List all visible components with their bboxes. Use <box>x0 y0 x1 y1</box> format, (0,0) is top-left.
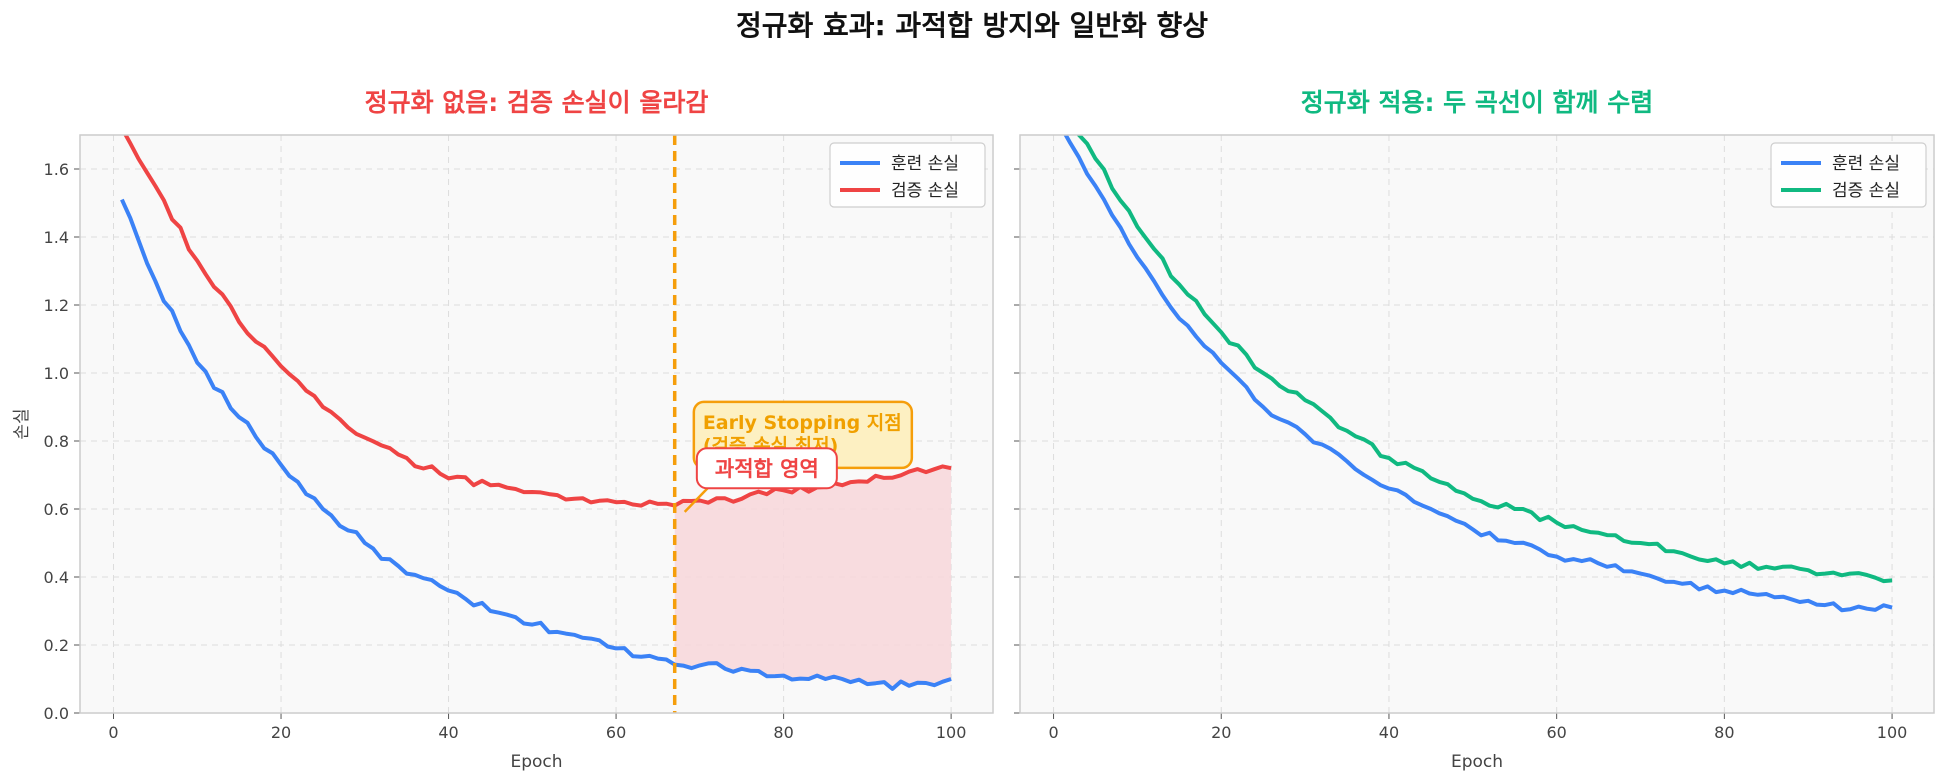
early-stopping-arrow <box>683 485 711 513</box>
x-tick-label: 60 <box>1546 723 1566 742</box>
series-line-1 <box>123 135 952 508</box>
x-tick-label: 40 <box>1379 723 1399 742</box>
x-tick-label: 0 <box>1048 723 1058 742</box>
panel-with-regularization: 0 20 40 60 80 100 정규화 적용: 두 곡선이 함께 수렴 Epoch 훈련 손… <box>1014 88 1935 772</box>
panel-no-regularization: 0 20 40 60 80 100 0.0 0.2 0.4 0.6 0.8 1.0 1.2 1.4 1.6 E… <box>12 88 994 772</box>
x-tick-label: 80 <box>1714 723 1734 742</box>
x-axis-label: Epoch <box>1451 752 1503 772</box>
overfit-label: 과적합 영역 <box>715 457 819 481</box>
panel-title: 정규화 적용: 두 곡선이 함께 수렴 <box>1301 88 1654 117</box>
x-tick-label: 0 <box>108 723 118 742</box>
x-tick-label: 60 <box>606 723 626 742</box>
legend-label-1: 검증 손실 <box>1832 181 1900 201</box>
y-tick-label: 1.0 <box>44 364 69 383</box>
x-tick-label: 80 <box>773 723 793 742</box>
x-tick-label: 20 <box>1211 723 1231 742</box>
y-tick-label: 1.6 <box>44 160 69 179</box>
y-tick-label: 1.4 <box>44 228 69 247</box>
y-tick-label: 1.2 <box>44 296 69 315</box>
x-tick-label: 100 <box>936 723 967 742</box>
y-tick-label: 0.2 <box>44 636 69 655</box>
x-tick-label: 100 <box>1877 723 1908 742</box>
series-line-1 <box>1076 135 1893 584</box>
plot-area <box>1020 135 1934 713</box>
legend-label-1: 검증 손실 <box>891 181 959 201</box>
y-tick-label: 0.0 <box>44 704 69 723</box>
legend-label-0: 훈련 손실 <box>1832 154 1900 174</box>
y-axis-label: 손실 <box>12 408 32 439</box>
x-tick-label: 20 <box>271 723 291 742</box>
y-tick-label: 0.8 <box>44 432 69 451</box>
y-tick-label: 0.4 <box>44 568 69 587</box>
overfit-region <box>674 466 952 689</box>
series-line-0 <box>120 198 952 691</box>
plot-frame <box>79 134 994 714</box>
figure-title: 정규화 효과: 과적합 방지와 일반화 향상 <box>736 9 1208 42</box>
panel-title: 정규화 없음: 검증 손실이 올라감 <box>365 88 709 117</box>
plot-frame <box>1019 134 1935 714</box>
overfit-label-box <box>695 447 838 490</box>
series-line-0 <box>1063 135 1893 613</box>
x-tick-label: 40 <box>438 723 458 742</box>
x-axis-label: Epoch <box>510 752 562 772</box>
early-stopping-label: Early Stopping 지점 <box>703 412 902 434</box>
y-tick-label: 0.6 <box>44 500 69 519</box>
legend-label-0: 훈련 손실 <box>891 154 959 174</box>
